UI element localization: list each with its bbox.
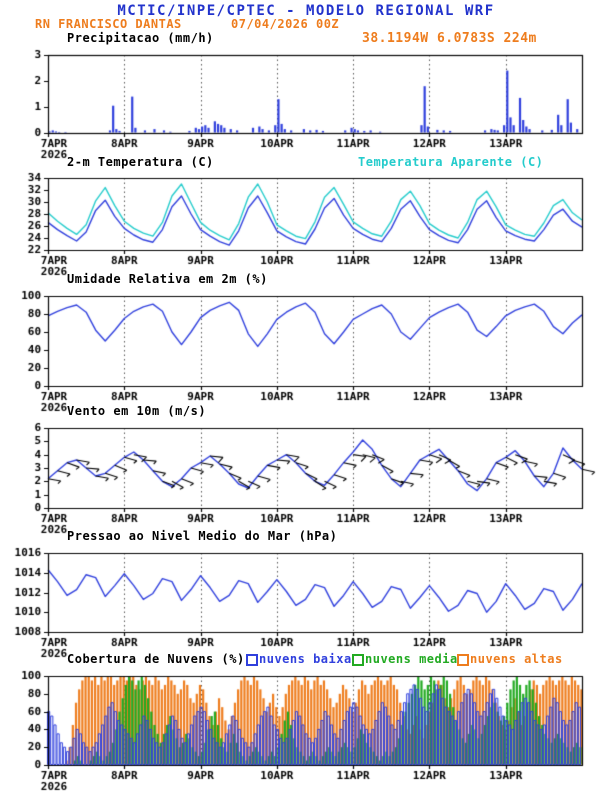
legend-nuvens-altas: nuvens altas <box>470 652 563 666</box>
panel-title-precipitation: Precipitacao (mm/h) <box>67 31 214 45</box>
station-location: 38.1194W 6.0783S 224m <box>362 31 537 46</box>
nuvens-altas-swatch-icon <box>457 654 469 666</box>
run-datetime: 07/04/2026 00Z <box>231 17 340 31</box>
nuvens-medias-swatch-icon <box>352 654 364 666</box>
legend-nuvens-medias: nuvens medias <box>365 652 466 666</box>
legend-apparent-temperature: Temperatura Aparente (C) <box>358 155 544 169</box>
page-title: MCTIC/INPE/CPTEC - MODELO REGIONAL WRF <box>117 3 495 19</box>
legend-nuvens-baixas: nuvens baixas <box>259 652 360 666</box>
panel-title-pressure: Pressao ao Nivel Medio do Mar (hPa) <box>67 529 338 543</box>
panel-title-wind: Vento em 10m (m/s) <box>67 404 207 418</box>
nuvens-baixas-swatch-icon <box>246 654 258 666</box>
panel-title-clouds: Cobertura de Nuvens (%) <box>67 652 245 666</box>
station-name: RN FRANCISCO DANTAS <box>35 17 182 31</box>
panel-title-humidity: Umidade Relativa em 2m (%) <box>67 272 268 286</box>
panel-title-temperature: 2-m Temperatura (C) <box>67 155 214 169</box>
